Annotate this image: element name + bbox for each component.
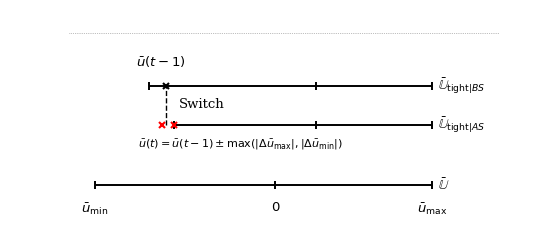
Text: $\bar{u}(t) = \bar{u}(t-1) \pm \max(|\Delta\bar{u}_{\max}|, |\Delta\bar{u}_{\min: $\bar{u}(t) = \bar{u}(t-1) \pm \max(|\De… [138,138,343,152]
Text: $\bar{\mathbb{U}}_{\mathrm{tight}|AS}$: $\bar{\mathbb{U}}_{\mathrm{tight}|AS}$ [439,116,486,135]
Text: $0$: $0$ [270,201,280,214]
Text: Switch: Switch [179,98,224,111]
Text: $\bar{u}_{\min}$: $\bar{u}_{\min}$ [81,201,109,217]
Text: $\bar{u}(t-1)$: $\bar{u}(t-1)$ [136,54,185,69]
Text: $\bar{\mathbb{U}}_{\mathrm{tight}|BS}$: $\bar{\mathbb{U}}_{\mathrm{tight}|BS}$ [439,76,486,95]
Text: $\bar{\mathbb{U}}$: $\bar{\mathbb{U}}$ [439,177,450,193]
Text: $\bar{u}_{\max}$: $\bar{u}_{\max}$ [417,201,447,217]
